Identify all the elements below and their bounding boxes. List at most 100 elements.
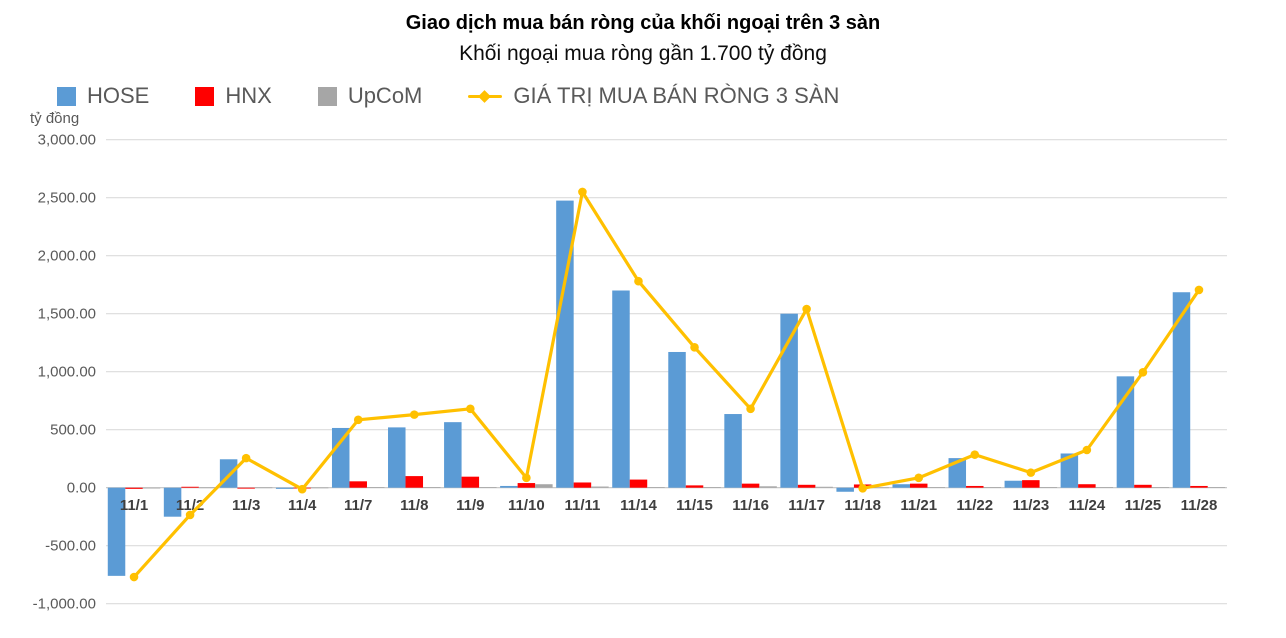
bar-hnx-11-23: [1022, 480, 1040, 488]
legend-swatch-hose-icon: [57, 86, 76, 106]
bar-hnx-11-16: [741, 483, 760, 488]
bar-hose-11-1: [107, 487, 126, 576]
line-marker-11-16: [746, 404, 755, 414]
x-tick-label: 11/4: [288, 497, 317, 514]
legend-label-upcom: UpCoM: [347, 83, 423, 108]
x-tick-label: 11/25: [1125, 497, 1162, 514]
bar-hose-11-11: [556, 200, 574, 488]
bar-hose-11-7: [331, 427, 350, 488]
legend-item-hnx: HNX: [195, 83, 272, 109]
bar-hnx-11-25: [1134, 484, 1152, 488]
line-marker-11-3: [241, 453, 251, 463]
line-marker-11-10: [522, 473, 531, 483]
line-marker-11-8: [409, 410, 419, 419]
bar-hose-11-4: [275, 487, 294, 489]
bar-hose-11-23: [1004, 480, 1023, 488]
x-tick-label: 11/11: [564, 497, 600, 514]
x-tick-label: 11/3: [232, 497, 260, 514]
line-marker-11-9: [466, 404, 475, 414]
line-marker-11-17: [802, 304, 811, 314]
x-tick-label: 11/15: [676, 497, 713, 514]
y-tick-label: 500.00: [50, 422, 96, 439]
legend-item-line-series: GIÁ TRỊ MUA BÁN RÒNG 3 SÀN: [468, 83, 839, 109]
chart-header: Giao dịch mua bán ròng của khối ngoại tr…: [0, 12, 1286, 66]
bar-hose-11-22: [948, 458, 967, 488]
bar-upcom-11-24: [1095, 487, 1114, 488]
bar-upcom-11-23: [1039, 487, 1058, 488]
legend-label-hose: HOSE: [87, 83, 150, 108]
chart-legend: HOSE HNX UpCoM GIÁ TRỊ MUA BÁN RÒNG 3 SÀN: [57, 83, 839, 109]
page-title: Giao dịch mua bán ròng của khối ngoại tr…: [405, 12, 881, 34]
bar-hose-11-21: [892, 484, 910, 488]
line-marker-11-7: [353, 415, 363, 425]
legend-label-line-series: GIÁ TRỊ MUA BÁN RÒNG 3 SÀN: [513, 83, 840, 108]
bar-upcom-11-2: [198, 487, 217, 489]
line-marker-11-4: [297, 484, 307, 494]
x-tick-label: 11/23: [1012, 497, 1049, 514]
y-axis-unit-label: tỷ đồng: [30, 110, 80, 127]
bar-hnx-11-17: [797, 484, 816, 488]
line-marker-11-14: [634, 276, 643, 286]
net-value-line: [132, 190, 1201, 579]
line-marker-11-25: [1138, 367, 1148, 377]
line-marker-11-21: [914, 473, 924, 483]
bar-hose-11-9: [444, 422, 462, 488]
bar-hnx-11-28: [1190, 485, 1208, 488]
bar-hose-11-24: [1060, 453, 1079, 488]
bar-hnx-11-14: [629, 479, 648, 488]
bar-hose-11-2: [163, 487, 182, 517]
legend-swatch-upcom-icon: [317, 86, 337, 106]
line-marker-11-1: [129, 572, 139, 582]
bar-hnx-11-24: [1078, 484, 1096, 488]
x-tick-label: 11/28: [1181, 497, 1218, 514]
bar-upcom-11-14: [647, 487, 665, 488]
x-tick-label: 11/16: [732, 497, 769, 514]
legend-swatch-line-icon: [468, 89, 503, 104]
x-tick-label: 11/17: [788, 497, 825, 514]
x-tick-label: 11/22: [956, 497, 993, 514]
x-tick-label: 11/14: [620, 497, 657, 514]
legend-item-upcom: UpCoM: [317, 83, 423, 109]
bar-hose-11-16: [724, 414, 742, 488]
bar-hnx-11-1: [125, 487, 143, 489]
y-tick-label: 1,000.00: [38, 364, 96, 381]
bar-hnx-11-3: [237, 487, 255, 489]
bar-hose-11-14: [612, 290, 630, 488]
page-subtitle: Khối ngoại mua ròng gần 1.700 tỷ đồng: [459, 42, 827, 65]
bar-hnx-11-15: [685, 485, 704, 488]
x-tick-label: 11/1: [120, 497, 148, 514]
bar-hose-11-25: [1116, 376, 1135, 488]
bar-upcom-11-3: [254, 487, 273, 489]
bar-hnx-11-11: [573, 482, 592, 488]
x-tick-label: 11/24: [1069, 497, 1106, 514]
bar-hose-11-18: [836, 487, 854, 492]
x-tick-label: 11/7: [344, 497, 372, 514]
bar-upcom-11-10: [535, 484, 553, 488]
y-tick-label: -500.00: [45, 538, 96, 555]
bar-hose-11-8: [388, 427, 406, 488]
line-marker-11-11: [578, 187, 587, 197]
bar-hnx-11-22: [966, 485, 984, 488]
bar-upcom-11-25: [1151, 487, 1170, 488]
bar-hose-11-28: [1172, 292, 1191, 488]
bar-hose-11-10: [500, 485, 518, 488]
y-tick-label: 0.00: [67, 480, 96, 497]
y-tick-label: 2,500.00: [38, 190, 96, 207]
x-tick-label: 11/21: [900, 497, 937, 514]
bar-hnx-11-7: [349, 481, 367, 488]
line-marker-11-18: [858, 483, 867, 493]
legend-label-hnx: HNX: [225, 83, 272, 108]
legend-item-hose: HOSE: [57, 83, 149, 109]
bar-upcom-11-17: [815, 486, 833, 488]
bar-upcom-11-28: [1207, 487, 1226, 488]
bar-hose-11-15: [668, 351, 686, 488]
line-marker-11-15: [690, 343, 699, 352]
legend-swatch-hnx-icon: [195, 86, 215, 106]
bar-hnx-11-21: [909, 483, 928, 488]
y-tick-label: -1,000.00: [33, 596, 96, 613]
x-tick-label: 11/9: [456, 497, 484, 514]
bar-upcom-11-7: [366, 487, 385, 488]
bar-upcom-11-4: [310, 487, 329, 489]
line-marker-11-24: [1082, 445, 1092, 455]
